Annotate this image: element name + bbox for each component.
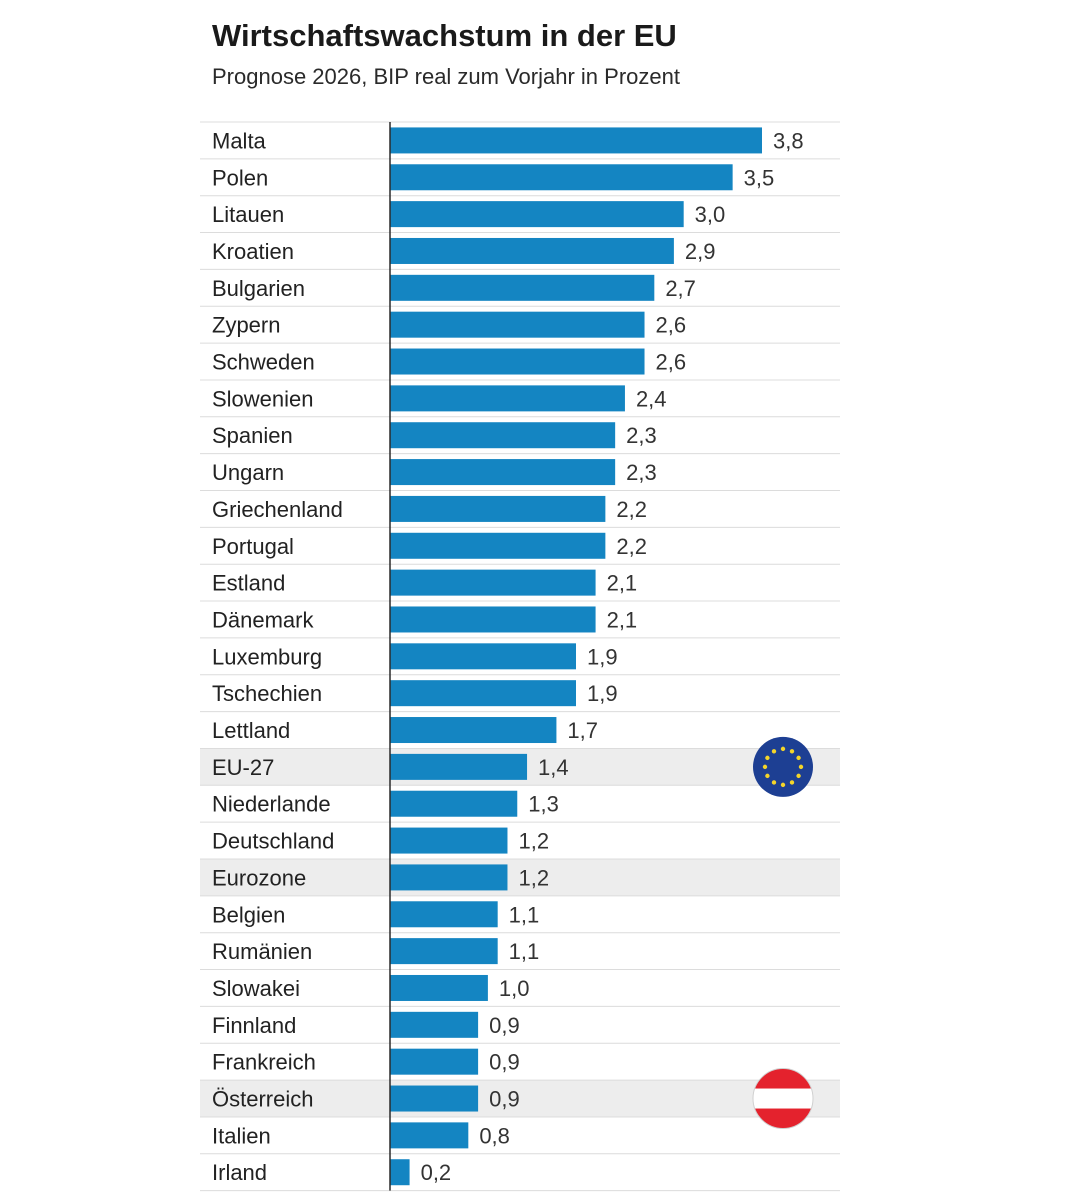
category-label-frankreich: Frankreich	[212, 1050, 316, 1075]
value-label-bulgarien: 2,7	[665, 276, 696, 301]
category-label-bulgarien: Bulgarien	[212, 276, 305, 301]
bar-finnland	[390, 1011, 479, 1038]
value-label-rumaenien: 1,1	[509, 939, 540, 964]
value-label-zypern: 2,6	[656, 313, 687, 338]
category-label-irland: Irland	[212, 1160, 267, 1185]
value-label-lettland: 1,7	[567, 718, 598, 743]
value-label-kroatien: 2,9	[685, 239, 716, 264]
bar-lettland	[390, 717, 557, 744]
bar-irland	[390, 1159, 410, 1186]
value-label-griechenland: 2,2	[616, 497, 647, 522]
category-label-oesterreich: Österreich	[212, 1087, 313, 1112]
value-label-frankreich: 0,9	[489, 1050, 520, 1075]
value-label-slowakei: 1,0	[499, 976, 530, 1001]
value-label-ungarn: 2,3	[626, 460, 657, 485]
bar-bulgarien	[390, 274, 655, 301]
bar-frankreich	[390, 1048, 479, 1075]
bar-schweden	[390, 348, 645, 375]
value-label-deutschland: 1,2	[518, 829, 549, 854]
bar-slowenien	[390, 385, 625, 412]
value-label-daenemark: 2,1	[607, 607, 638, 632]
category-label-tschechien: Tschechien	[212, 681, 322, 706]
category-label-italien: Italien	[212, 1123, 271, 1148]
category-label-deutschland: Deutschland	[212, 829, 334, 854]
value-label-slowenien: 2,4	[636, 386, 667, 411]
category-label-griechenland: Griechenland	[212, 497, 343, 522]
bar-slowakei	[390, 974, 488, 1001]
category-label-rumaenien: Rumänien	[212, 939, 312, 964]
category-label-eu-27: EU-27	[212, 755, 274, 780]
value-label-luxemburg: 1,9	[587, 644, 618, 669]
category-label-lettland: Lettland	[212, 718, 290, 743]
value-label-spanien: 2,3	[626, 423, 657, 448]
value-label-belgien: 1,1	[509, 902, 540, 927]
bar-luxemburg	[390, 643, 576, 670]
category-label-luxemburg: Luxemburg	[212, 644, 322, 669]
value-label-finnland: 0,9	[489, 1013, 520, 1038]
category-label-daenemark: Dänemark	[212, 607, 314, 632]
row-highlight-oesterreich	[200, 1080, 840, 1117]
bar-malta	[390, 127, 762, 154]
category-label-zypern: Zypern	[212, 313, 280, 338]
value-label-italien: 0,8	[479, 1123, 510, 1148]
value-label-irland: 0,2	[421, 1160, 452, 1185]
value-label-estland: 2,1	[607, 571, 638, 596]
category-label-slowakei: Slowakei	[212, 976, 300, 1001]
eu-flag-icon	[753, 736, 813, 797]
category-label-belgien: Belgien	[212, 902, 285, 927]
value-label-tschechien: 1,9	[587, 681, 618, 706]
category-label-polen: Polen	[212, 165, 268, 190]
value-label-eu-27: 1,4	[538, 755, 569, 780]
category-label-malta: Malta	[212, 128, 267, 153]
value-label-schweden: 2,6	[656, 350, 687, 375]
category-label-niederlande: Niederlande	[212, 792, 331, 817]
bar-zypern	[390, 311, 645, 338]
bar-niederlande	[390, 790, 518, 817]
value-label-oesterreich: 0,9	[489, 1087, 520, 1112]
bar-eu-27	[390, 753, 528, 780]
bar-polen	[390, 164, 733, 191]
category-label-eurozone: Eurozone	[212, 865, 306, 890]
bar-griechenland	[390, 495, 606, 522]
bar-spanien	[390, 422, 616, 449]
category-label-finnland: Finnland	[212, 1013, 296, 1038]
value-label-polen: 3,5	[744, 165, 775, 190]
bar-kroatien	[390, 237, 674, 264]
value-label-eurozone: 1,2	[518, 865, 549, 890]
category-label-schweden: Schweden	[212, 350, 315, 375]
bar-belgien	[390, 901, 498, 928]
bar-tschechien	[390, 680, 576, 707]
category-label-estland: Estland	[212, 571, 285, 596]
bar-daenemark	[390, 606, 596, 633]
category-label-kroatien: Kroatien	[212, 239, 294, 264]
bar-ungarn	[390, 459, 616, 486]
value-label-niederlande: 1,3	[528, 792, 559, 817]
bar-italien	[390, 1122, 469, 1149]
bar-litauen	[390, 201, 684, 228]
category-label-ungarn: Ungarn	[212, 460, 284, 485]
austria-flag-icon	[752, 1068, 814, 1130]
chart-subtitle: Prognose 2026, BIP real zum Vorjahr in P…	[212, 64, 680, 89]
value-label-malta: 3,8	[773, 128, 804, 153]
category-label-spanien: Spanien	[212, 423, 293, 448]
bar-oesterreich	[390, 1085, 479, 1112]
category-label-litauen: Litauen	[212, 202, 284, 227]
bar-estland	[390, 569, 596, 596]
category-label-slowenien: Slowenien	[212, 386, 314, 411]
category-label-portugal: Portugal	[212, 534, 294, 559]
value-label-litauen: 3,0	[695, 202, 726, 227]
value-label-portugal: 2,2	[616, 534, 647, 559]
chart-title: Wirtschaftswachstum in der EU	[212, 18, 677, 53]
bar-deutschland	[390, 827, 508, 854]
row-highlight-eurozone	[200, 859, 840, 896]
bar-portugal	[390, 532, 606, 559]
bar-eurozone	[390, 864, 508, 891]
bar-rumaenien	[390, 938, 498, 965]
